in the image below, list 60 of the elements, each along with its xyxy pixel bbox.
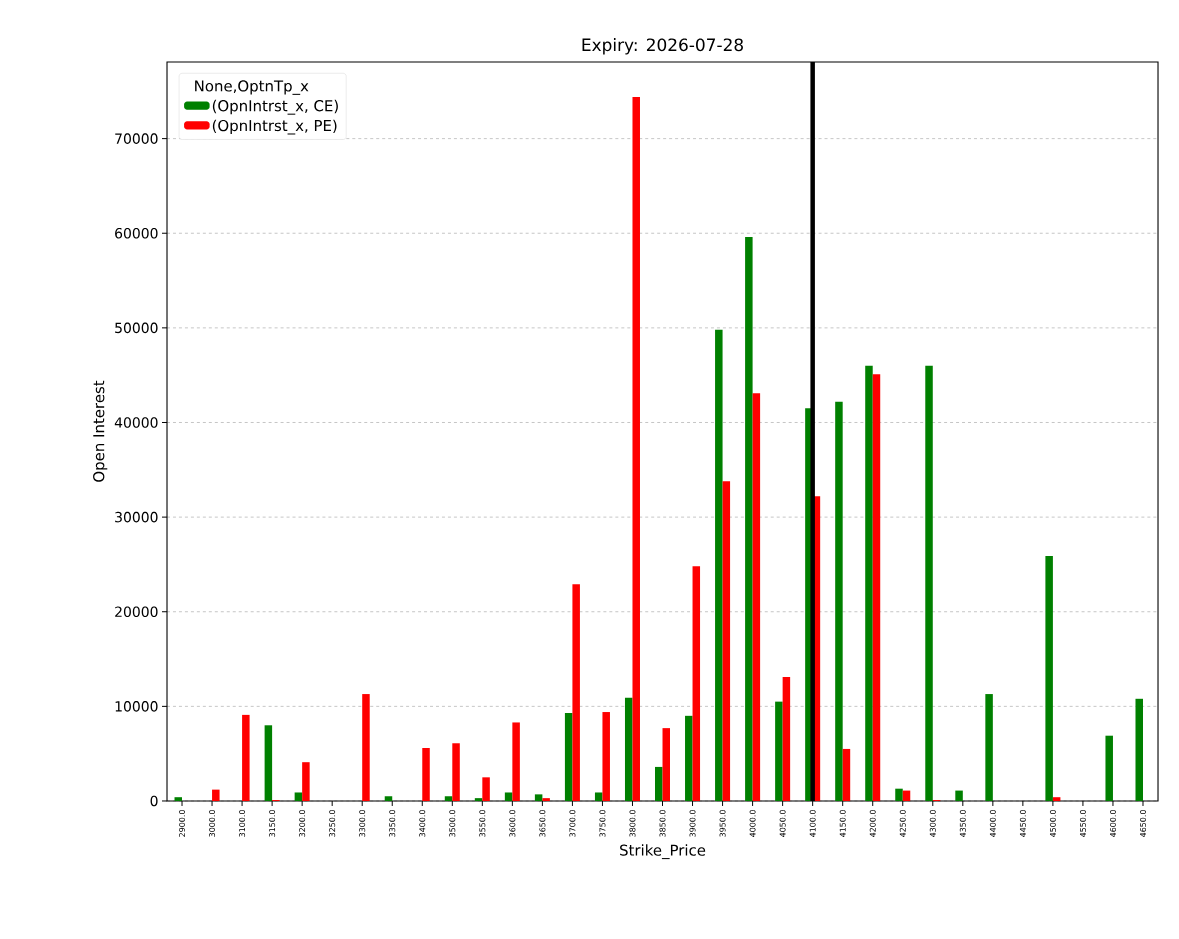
bar	[564, 712, 573, 801]
y-tick-label: 60000	[115, 227, 158, 239]
bar	[1135, 698, 1143, 801]
bar	[174, 797, 183, 801]
bar	[835, 401, 843, 801]
bar	[685, 715, 693, 801]
bar	[985, 694, 993, 801]
bar	[842, 748, 851, 801]
bar	[294, 792, 303, 801]
legend-title: None,OptnTp_x	[195, 80, 309, 95]
legend-label: (OpnIntrst_x, CE)	[212, 99, 338, 115]
bar	[242, 714, 250, 801]
bar	[534, 794, 543, 801]
bar	[504, 792, 513, 801]
y-tick-label: 10000	[115, 701, 158, 712]
bar	[1045, 555, 1053, 801]
y-tick-label: 0	[150, 795, 158, 807]
bar	[482, 777, 490, 801]
bar	[902, 790, 911, 801]
bar	[632, 96, 640, 801]
y-tick-label: 70000	[115, 133, 158, 144]
bar	[624, 697, 633, 801]
bar	[872, 374, 881, 801]
bar	[264, 725, 273, 801]
bar	[955, 790, 963, 801]
bar	[692, 566, 701, 801]
bar	[865, 365, 873, 801]
bar	[212, 789, 220, 801]
bar	[474, 798, 483, 801]
bar	[362, 694, 370, 801]
legend-label: (OpnIntrst_x, PE)	[212, 119, 337, 135]
bar	[662, 728, 671, 801]
y-axis-title: Open Interest	[93, 380, 108, 482]
y-tick-label: 30000	[115, 511, 158, 523]
bar	[752, 393, 761, 801]
bar	[302, 762, 310, 801]
bar	[594, 792, 603, 801]
bar	[745, 237, 753, 801]
bar	[384, 796, 393, 801]
bar	[542, 798, 550, 801]
bar	[1105, 735, 1113, 801]
bar	[572, 584, 580, 801]
bar	[655, 766, 663, 801]
bar	[444, 796, 453, 801]
bar	[775, 701, 783, 801]
bar	[1052, 797, 1061, 801]
bar	[925, 365, 933, 801]
bar	[602, 712, 610, 801]
y-tick-label: 50000	[115, 322, 158, 334]
bar	[452, 743, 460, 801]
y-tick-label: 40000	[114, 417, 158, 428]
chart-title: Expiry: 2026-07-28	[582, 38, 743, 55]
bar	[715, 329, 723, 801]
bar	[422, 748, 430, 801]
bar	[895, 788, 903, 801]
x-axis-title: Strike_Price	[620, 844, 706, 860]
bar	[782, 677, 791, 801]
bar	[722, 481, 731, 801]
bar	[512, 722, 520, 801]
y-tick-label: 20000	[115, 606, 158, 618]
